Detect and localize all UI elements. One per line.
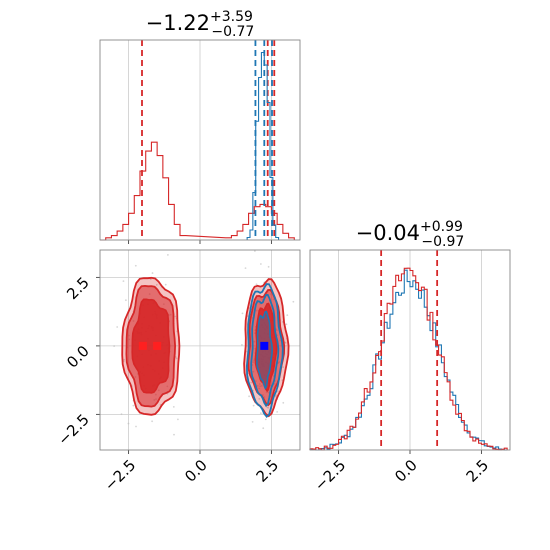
histogram-series-2	[246, 51, 280, 240]
contour-outer	[245, 283, 284, 419]
histogram-series-1	[100, 141, 295, 241]
axes-frame	[99, 39, 301, 241]
sample-point	[113, 345, 116, 347]
sample-point	[151, 420, 154, 423]
sample-point	[177, 418, 179, 421]
sample-point	[258, 397, 261, 400]
sample-point	[135, 425, 137, 428]
sample-point	[253, 250, 256, 252]
sample-point	[282, 366, 285, 368]
x-tick-label: 2.5	[463, 456, 493, 486]
axes-frame	[99, 249, 301, 451]
y-tick-label: −2.5	[54, 410, 92, 448]
panel-bottom-right-histogram: −0.04+0.99 −0.97	[309, 219, 511, 454]
sample-point	[250, 381, 253, 384]
sample-point	[166, 254, 169, 256]
title-value: −1.22	[146, 11, 210, 35]
sample-point	[175, 357, 178, 360]
sample-point	[120, 413, 123, 416]
sample-point	[286, 314, 289, 317]
sample-point	[155, 283, 158, 286]
sample-point	[244, 267, 247, 269]
title-upper-error: +0.99	[420, 219, 463, 235]
sample-point	[276, 410, 279, 413]
sample-point	[266, 406, 269, 409]
sample-point	[285, 323, 288, 326]
sample-point	[127, 422, 130, 425]
sample-point	[241, 312, 244, 315]
sample-point	[284, 342, 287, 344]
sample-point	[264, 418, 267, 421]
histogram-series-1	[309, 269, 508, 451]
x-tick-label: −2.5	[311, 456, 349, 494]
sample-point	[262, 427, 265, 430]
title-value: −0.04	[356, 221, 420, 245]
sample-point	[255, 283, 258, 286]
sample-point	[122, 280, 125, 283]
sample-point	[124, 299, 127, 302]
sample-point	[132, 404, 135, 407]
x-tick-label: 0.0	[391, 456, 421, 486]
axes-frame	[309, 249, 511, 451]
sample-point	[241, 343, 243, 346]
sample-point	[151, 272, 154, 274]
title-lower-error: −0.97	[421, 234, 464, 250]
sample-point	[267, 265, 270, 268]
panel-title: −0.04+0.99 −0.97	[356, 219, 465, 250]
x-tick-label: 2.5	[253, 456, 283, 486]
y-tick-label: 2.5	[63, 273, 93, 303]
sample-point	[282, 401, 285, 404]
title-upper-error: +3.59	[210, 9, 253, 25]
sample-point	[173, 433, 175, 436]
title-lower-error: −0.77	[211, 24, 254, 40]
sample-point	[123, 358, 126, 361]
median-marker	[153, 341, 162, 350]
sample-point	[259, 263, 262, 265]
panel-title: −1.22+3.59 −0.77	[146, 9, 255, 40]
median-marker	[138, 341, 147, 350]
sample-point	[172, 405, 175, 408]
contour-middle	[250, 293, 280, 408]
sample-point	[251, 420, 254, 423]
sample-point	[134, 264, 137, 267]
x-tick-label: 0.0	[181, 456, 211, 486]
histogram-series-2	[309, 267, 508, 451]
sample-point	[164, 283, 167, 286]
contour-inner	[131, 298, 171, 394]
sample-point	[248, 395, 250, 398]
sample-point	[252, 404, 255, 407]
panel-top-left-histogram: −1.22+3.59 −0.77	[99, 9, 301, 244]
panel-bottom-left-contour	[96, 249, 301, 454]
sample-point	[259, 412, 262, 415]
sample-point	[116, 326, 119, 328]
contour-inner	[256, 310, 274, 390]
sample-point	[276, 390, 279, 393]
x-tick-label: −2.5	[101, 456, 139, 494]
sample-point	[174, 315, 177, 318]
median-marker	[260, 341, 269, 350]
y-tick-label: 0.0	[63, 342, 93, 372]
sample-point	[292, 300, 295, 303]
